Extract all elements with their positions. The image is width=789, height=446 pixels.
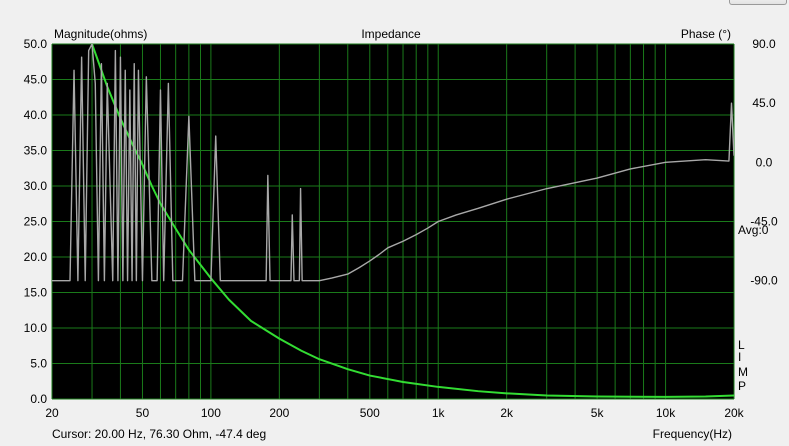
x-tick-label: 20 [45,406,59,420]
x-tick-label: 100 [201,406,221,420]
x-tick-label: 500 [360,406,380,420]
series-layer [52,44,734,398]
side-letters: L I M P [738,338,748,393]
x-tick-label: 2k [500,406,514,420]
x-axis-label: Frequency(Hz) [653,427,732,441]
y-tick-label: 30.0 [24,179,48,193]
y2-tick-label: -45.0 [750,215,778,229]
grid [51,43,735,400]
left-axis-label: Magnitude(ohms) [54,27,147,41]
x-tick-label: 200 [269,406,289,420]
y2-tick-label: 0.0 [756,155,773,169]
y-tick-label: 5.0 [30,357,47,371]
x-tick-label: 5k [591,406,605,420]
phase-line [52,44,734,282]
y2-tick-label: -90.0 [750,274,778,288]
y-tick-label: 35.0 [24,144,48,158]
y-tick-label: 50.0 [24,37,48,51]
chart-title: Impedance [361,27,421,41]
side-letter-l: L [738,338,745,352]
toolbar-button[interactable] [729,0,787,5]
y2-tick-label: 45.0 [752,96,776,110]
x-tick-label: 1k [432,406,446,420]
cursor-readout: Cursor: 20.00 Hz, 76.30 Ohm, -47.4 deg [52,427,266,441]
y-tick-label: 25.0 [24,215,48,229]
axis-labels: 20 50 100 200 500 1k 2k 5k 10k 20k 50.0 45.0 40.0 35.… [24,37,778,420]
y-tick-label: 10.0 [24,321,48,335]
y-tick-label: 20.0 [24,250,48,264]
right-axis-label: Phase (°) [681,27,731,41]
side-letter-m: M [738,365,748,379]
y-tick-label: 0.0 [30,392,47,406]
y-tick-label: 40.0 [24,108,48,122]
avg-label: Avg:0 [738,223,769,237]
x-tick-label: 20k [724,406,744,420]
x-tick-label: 50 [136,406,150,420]
y-tick-label: 15.0 [24,286,48,300]
side-letter-i: I [738,350,741,364]
x-tick-label: 10k [656,406,676,420]
y2-tick-label: 90.0 [752,37,776,51]
y-tick-label: 45.0 [24,73,48,87]
side-letter-p: P [738,379,746,393]
